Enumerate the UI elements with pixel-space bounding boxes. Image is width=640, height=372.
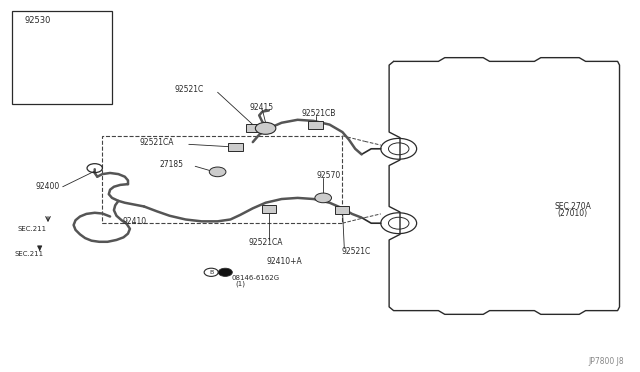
Text: 92521CA: 92521CA — [248, 238, 283, 247]
Text: SEC.211: SEC.211 — [14, 251, 44, 257]
Circle shape — [209, 167, 226, 177]
Bar — [102, 136, 342, 223]
Text: JP7800 J8: JP7800 J8 — [588, 357, 624, 366]
Text: 92521C: 92521C — [174, 85, 204, 94]
Bar — [12, 11, 112, 104]
Text: (27010): (27010) — [557, 209, 588, 218]
Bar — [262, 205, 276, 213]
Text: B: B — [209, 270, 213, 275]
Text: 92410: 92410 — [123, 217, 147, 226]
Text: SEC.211: SEC.211 — [18, 226, 47, 232]
Text: 27185: 27185 — [159, 160, 184, 169]
Text: 08146-6162G: 08146-6162G — [232, 275, 280, 281]
Circle shape — [218, 268, 232, 276]
Text: 92521CA: 92521CA — [140, 138, 174, 147]
Circle shape — [315, 193, 332, 203]
Text: 92521CB: 92521CB — [301, 109, 336, 118]
Circle shape — [255, 122, 276, 134]
Bar — [246, 124, 260, 132]
Text: 92521C: 92521C — [341, 247, 371, 256]
Text: 92530: 92530 — [24, 16, 51, 25]
Bar — [335, 206, 349, 214]
Text: SEC.270A: SEC.270A — [554, 202, 591, 211]
Text: (1): (1) — [236, 281, 246, 288]
Text: 92410+A: 92410+A — [266, 257, 302, 266]
Text: 92570: 92570 — [317, 171, 341, 180]
Bar — [308, 121, 323, 129]
Text: 92400: 92400 — [35, 182, 60, 191]
Text: 92415: 92415 — [250, 103, 274, 112]
Bar — [228, 143, 243, 151]
